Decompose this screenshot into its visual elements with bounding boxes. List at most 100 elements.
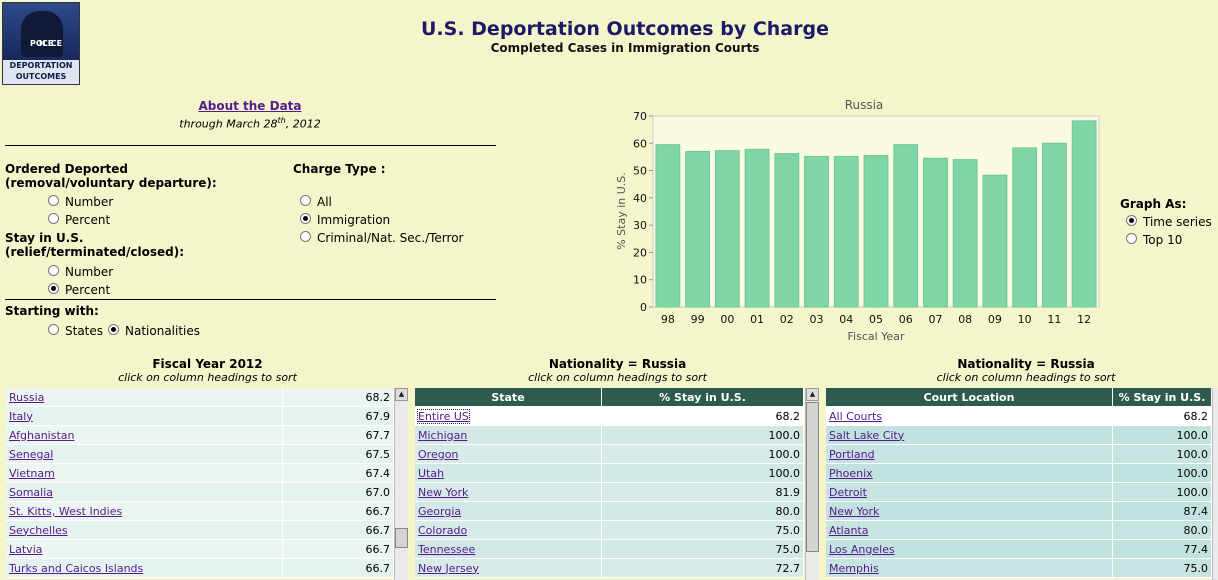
row-link[interactable]: Phoenix: [829, 466, 873, 480]
graph-top10-radio[interactable]: Top 10: [1126, 233, 1182, 247]
table-row[interactable]: New York 81.9: [415, 482, 804, 502]
row-link[interactable]: All Courts: [829, 409, 883, 423]
bar-98[interactable]: [655, 144, 681, 308]
row-link[interactable]: Seychelles: [9, 523, 68, 537]
table-row[interactable]: Georgia 80.0: [415, 501, 804, 521]
table-row[interactable]: Oregon 100.0: [415, 444, 804, 464]
table-row[interactable]: Entire US 68.2: [415, 406, 804, 426]
bar-00[interactable]: [714, 150, 740, 308]
row-link[interactable]: Afghanistan: [9, 428, 75, 442]
row-link[interactable]: Vietnam: [9, 466, 55, 480]
row-link[interactable]: Tennessee: [418, 542, 476, 556]
row-link[interactable]: Salt Lake City: [829, 428, 905, 442]
table-row[interactable]: Italy 67.9: [6, 406, 394, 426]
table-row[interactable]: Somalia 67.0: [6, 482, 394, 502]
row-link[interactable]: Entire US: [417, 408, 470, 424]
table-row[interactable]: Tennessee 75.0: [415, 539, 804, 559]
bar-05[interactable]: [863, 155, 889, 308]
row-link[interactable]: St. Kitts, West Indies: [9, 504, 123, 518]
table2-scrollbar[interactable]: ▲: [805, 388, 819, 580]
row-link[interactable]: Atlanta: [829, 523, 869, 537]
bar-11[interactable]: [1042, 142, 1067, 308]
table-row[interactable]: Turks and Caicos Islands 66.7: [6, 558, 394, 578]
bar-02[interactable]: [774, 153, 800, 308]
stay-number-radio[interactable]: Number: [48, 265, 113, 279]
row-link[interactable]: New York: [829, 504, 880, 518]
bar-04[interactable]: [833, 155, 859, 308]
row-value: 66.7: [282, 539, 394, 559]
charge-criminal-radio[interactable]: Criminal/Nat. Sec./Terror: [300, 231, 463, 245]
row-link[interactable]: Italy: [9, 409, 33, 423]
graph-time-series-radio[interactable]: Time series: [1126, 215, 1212, 229]
bar-07[interactable]: [923, 157, 948, 308]
table2-sort-hint: click on column headings to sort: [528, 371, 707, 384]
table3-scrollbar[interactable]: [1212, 388, 1218, 580]
row-link[interactable]: Los Angeles: [829, 542, 895, 556]
row-link[interactable]: Portland: [829, 447, 875, 461]
bar-08[interactable]: [952, 159, 978, 308]
table-row[interactable]: Memphis 75.0: [826, 558, 1212, 578]
deported-percent-radio[interactable]: Percent: [48, 213, 110, 227]
table-row[interactable]: Michigan 100.0: [415, 425, 804, 445]
table-row[interactable]: Atlanta 80.0: [826, 520, 1212, 540]
table-row[interactable]: Afghanistan 67.7: [6, 425, 394, 445]
bar-06[interactable]: [893, 144, 919, 308]
table-row[interactable]: Salt Lake City 100.0: [826, 425, 1212, 445]
scroll-up-arrow-icon[interactable]: ▲: [395, 388, 408, 401]
table-row[interactable]: All Courts 68.2: [826, 406, 1212, 426]
bar-09[interactable]: [982, 174, 1008, 308]
start-nationalities-radio[interactable]: Nationalities: [108, 324, 200, 338]
table-row[interactable]: Seychelles 66.7: [6, 520, 394, 540]
row-link[interactable]: New York: [418, 485, 469, 499]
scroll-thumb[interactable]: [395, 528, 408, 548]
table-row[interactable]: St. Kitts, West Indies 66.7: [6, 501, 394, 521]
row-link[interactable]: Memphis: [829, 561, 879, 575]
table-row[interactable]: New York 87.4: [826, 501, 1212, 521]
start-states-radio[interactable]: States: [48, 324, 103, 338]
table-row[interactable]: Phoenix 100.0: [826, 463, 1212, 483]
deported-number-radio[interactable]: Number: [48, 195, 113, 209]
row-link[interactable]: Georgia: [418, 504, 462, 518]
table-row[interactable]: Detroit 100.0: [826, 482, 1212, 502]
row-link[interactable]: Latvia: [9, 542, 43, 556]
row-link[interactable]: Somalia: [9, 485, 54, 499]
table-row[interactable]: Portland 100.0: [826, 444, 1212, 464]
stay-column-header[interactable]: % Stay in U.S.: [1112, 388, 1212, 407]
state-column-header[interactable]: State: [415, 388, 602, 407]
table-row[interactable]: Los Angeles 77.4: [826, 539, 1212, 559]
about-the-data-link[interactable]: About the Data: [198, 99, 302, 113]
row-link[interactable]: Colorado: [418, 523, 468, 537]
scroll-up-arrow-icon[interactable]: ▲: [806, 388, 819, 401]
row-link[interactable]: Michigan: [418, 428, 468, 442]
table-row[interactable]: Senegal 67.5: [6, 444, 394, 464]
bar-99[interactable]: [685, 150, 710, 308]
row-link[interactable]: Oregon: [418, 447, 459, 461]
row-link[interactable]: Detroit: [829, 485, 867, 499]
stay-percent-radio[interactable]: Percent: [48, 283, 110, 297]
court-column-header[interactable]: Court Location: [826, 388, 1113, 407]
row-value: 75.0: [601, 520, 804, 540]
row-link[interactable]: Utah: [418, 466, 445, 480]
table-row[interactable]: Colorado 75.0: [415, 520, 804, 540]
row-link[interactable]: Russia: [9, 390, 45, 404]
table-row[interactable]: Utah 100.0: [415, 463, 804, 483]
row-link[interactable]: New Jersey: [418, 561, 480, 575]
x-tick-label: 03: [810, 313, 824, 326]
table-row[interactable]: Russia 68.2: [6, 388, 394, 407]
table-row[interactable]: New Jersey 72.7: [415, 558, 804, 578]
row-link[interactable]: Turks and Caicos Islands: [9, 561, 144, 575]
scroll-thumb[interactable]: [806, 402, 819, 552]
deportation-outcomes-logo[interactable]: POLICE ICE DEPORTATION OUTCOMES: [2, 2, 80, 85]
bar-12[interactable]: [1071, 120, 1097, 308]
table1-scrollbar[interactable]: ▲: [394, 388, 408, 580]
charge-all-radio[interactable]: All: [300, 195, 332, 209]
bar-10[interactable]: [1012, 147, 1038, 308]
charge-immigration-radio[interactable]: Immigration: [300, 213, 390, 227]
bar-03[interactable]: [804, 155, 829, 308]
row-link[interactable]: Senegal: [9, 447, 54, 461]
stay-column-header[interactable]: % Stay in U.S.: [601, 388, 804, 407]
table-row[interactable]: Vietnam 67.4: [6, 463, 394, 483]
row-value: 80.0: [601, 501, 804, 521]
bar-01[interactable]: [744, 148, 770, 308]
table-row[interactable]: Latvia 66.7: [6, 539, 394, 559]
